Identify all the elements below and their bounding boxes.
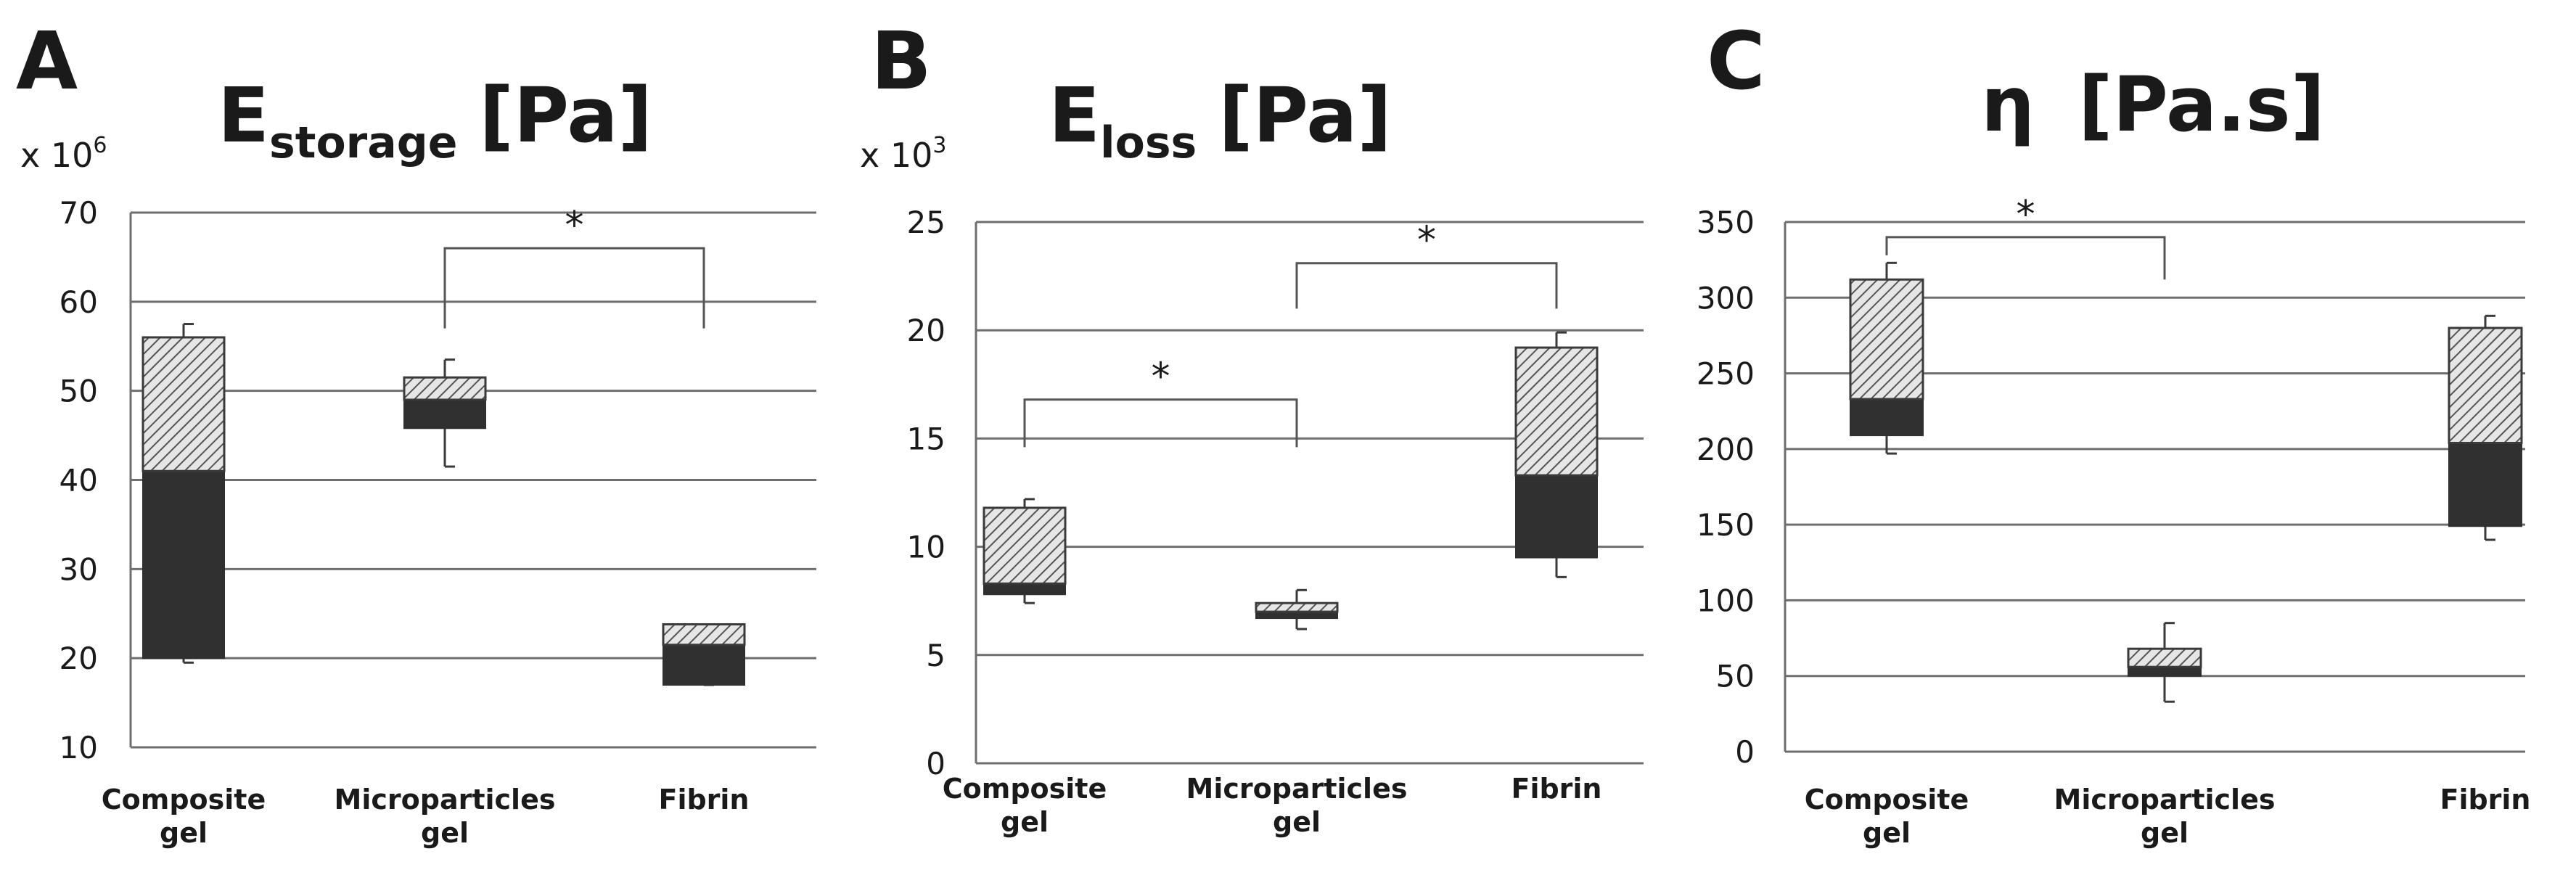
plot-area: 10203040506070CompositegelMicroparticles… — [60, 195, 816, 849]
y-tick-label: 350 — [1697, 205, 1755, 240]
box-upper-segment — [1514, 346, 1599, 477]
y-tick-label: 20 — [907, 313, 946, 348]
x-category-label: Composite — [1805, 784, 1969, 816]
panel-b: B Eloss [Pa] x 103 0510152025Compositegel… — [860, 15, 1644, 838]
box-upper-segment — [2127, 647, 2202, 668]
y-tick-label: 25 — [907, 205, 946, 240]
box-lower-segment — [1850, 398, 1924, 437]
y-tick-label: 20 — [60, 641, 98, 676]
y-tick-label: 50 — [60, 374, 98, 409]
title-sub: loss — [1100, 118, 1197, 168]
y-tick-label: 40 — [60, 463, 98, 498]
y-tick-label: 0 — [1735, 734, 1755, 770]
box-upper-segment — [983, 506, 1067, 585]
x-category-label: Composite — [943, 773, 1107, 805]
significance-bracket — [1885, 236, 2166, 280]
y-tick-label: 200 — [1697, 432, 1755, 467]
box-lower-segment — [983, 583, 1066, 596]
box-upper-segment — [1255, 601, 1339, 613]
box-upper-segment — [1849, 278, 1924, 400]
multiplier-base: x 10 — [860, 136, 932, 175]
title-main: η — [1981, 60, 2035, 149]
x-category-label-line2: gel — [421, 817, 469, 849]
y-tick-label: 70 — [60, 195, 98, 231]
box-lower-segment — [142, 470, 225, 660]
panel-title: η [Pa.s] — [1981, 60, 2325, 149]
x-category-label: Fibrin — [658, 784, 749, 816]
plot-area: 050100150200250300350CompositegelMicropa… — [1697, 193, 2531, 849]
panel-a: A Estorage [Pa] x 106 10 20 30 40 50 60 70 Compo… — [16, 15, 816, 849]
box-lower-segment — [2128, 666, 2202, 677]
x-category-label-line2: gel — [1273, 806, 1321, 838]
multiplier-exponent: 3 — [932, 133, 946, 158]
y-tick-label: 100 — [1697, 583, 1755, 618]
box-lower-segment — [403, 398, 486, 430]
title-sub: storage — [269, 118, 457, 168]
x-category-label: Microparticles — [335, 784, 556, 816]
x-category-label-line2: gel — [160, 817, 208, 849]
x-category-label: Composite — [102, 784, 266, 816]
y-tick-label: 5 — [926, 638, 946, 673]
y-multiplier: x 103 — [860, 133, 946, 175]
y-tick-label: 15 — [907, 421, 946, 456]
panel-title: Eloss [Pa] — [1049, 71, 1392, 168]
x-category-label: Fibrin — [1511, 773, 1601, 805]
significance-star: * — [1152, 356, 1170, 399]
significance-star: * — [2017, 193, 2035, 237]
y-tick-label: 60 — [60, 284, 98, 320]
panel-title: Estorage [Pa] — [218, 71, 652, 168]
box-lower-segment — [663, 644, 745, 686]
y-multiplier: x 106 — [20, 133, 107, 175]
multiplier-base: x 10 — [20, 136, 93, 175]
x-category-label: Fibrin — [2440, 784, 2530, 816]
box-upper-segment — [2448, 326, 2523, 445]
y-tick-label: 250 — [1697, 356, 1755, 392]
significance-bracket — [443, 247, 705, 329]
x-category-label-line2: gel — [1001, 806, 1049, 838]
significance-star: * — [565, 204, 584, 247]
x-category-label-line2: gel — [2141, 817, 2189, 849]
panel-label: B — [871, 15, 932, 107]
x-category-label-line2: gel — [1863, 817, 1911, 849]
title-main: E — [218, 71, 269, 160]
significance-bracket — [1295, 262, 1558, 309]
y-tick-label: 150 — [1697, 507, 1755, 543]
multiplier-exponent: 6 — [93, 133, 107, 158]
y-tick-label: 30 — [60, 551, 98, 587]
x-category-label: Microparticles — [1186, 773, 1408, 805]
box-upper-segment — [141, 336, 226, 472]
y-tick-label: 10 — [907, 530, 946, 565]
box-upper-segment — [403, 376, 487, 401]
title-unit: [Pa] — [479, 71, 652, 160]
title-main: E — [1049, 71, 1100, 160]
title-unit: [Pa.s] — [2078, 60, 2325, 149]
y-tick-label: 10 — [60, 730, 98, 765]
significance-star: * — [1417, 219, 1436, 263]
y-tick-label: 300 — [1697, 280, 1755, 316]
y-tick-label: 50 — [1716, 659, 1755, 694]
box-upper-segment — [662, 623, 746, 646]
panel-label: C — [1707, 15, 1765, 107]
title-unit: [Pa] — [1218, 71, 1392, 160]
panel-label: A — [16, 15, 78, 107]
box-lower-segment — [2448, 442, 2522, 527]
y-tick-label: 0 — [926, 746, 946, 781]
plot-area: 0510152025CompositegelMicroparticlesgelF… — [907, 205, 1644, 838]
box-lower-segment — [1515, 475, 1598, 559]
x-category-label: Microparticles — [2054, 784, 2276, 816]
panel-c: C η [Pa.s] 0 50 100 150 200 250 300 350 Composite… — [1697, 15, 2531, 849]
significance-bracket — [1023, 398, 1298, 448]
